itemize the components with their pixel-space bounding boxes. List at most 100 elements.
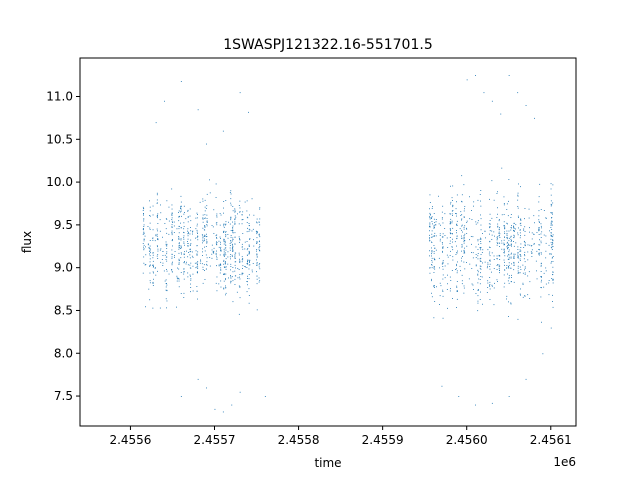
data-point bbox=[482, 262, 483, 264]
data-point bbox=[143, 224, 145, 226]
data-point bbox=[246, 231, 248, 233]
data-point bbox=[469, 239, 470, 241]
data-point bbox=[197, 236, 199, 238]
data-point bbox=[258, 248, 260, 250]
data-point bbox=[187, 243, 189, 244]
data-point bbox=[494, 235, 495, 237]
data-point bbox=[206, 233, 207, 235]
data-point bbox=[156, 194, 158, 196]
data-point bbox=[188, 231, 189, 233]
data-point bbox=[466, 233, 468, 234]
data-point bbox=[503, 248, 505, 250]
data-point bbox=[477, 199, 479, 201]
data-point bbox=[491, 285, 493, 287]
data-point bbox=[456, 270, 458, 272]
data-point bbox=[480, 265, 482, 267]
data-point bbox=[246, 281, 248, 282]
data-point bbox=[199, 201, 201, 203]
data-point bbox=[475, 75, 476, 76]
data-point bbox=[176, 280, 178, 282]
data-point bbox=[517, 252, 519, 254]
data-point bbox=[506, 203, 508, 205]
data-point bbox=[529, 281, 531, 283]
data-point bbox=[442, 295, 444, 297]
data-point bbox=[550, 200, 552, 202]
data-point bbox=[435, 249, 437, 251]
data-point bbox=[429, 222, 431, 224]
data-point bbox=[187, 221, 189, 223]
data-point bbox=[429, 217, 431, 219]
data-point bbox=[496, 236, 498, 238]
data-point bbox=[545, 217, 547, 219]
data-point bbox=[431, 267, 433, 269]
data-point bbox=[225, 258, 227, 260]
data-point bbox=[452, 200, 453, 201]
data-point bbox=[230, 204, 232, 206]
data-point bbox=[504, 255, 506, 257]
data-point bbox=[431, 280, 432, 282]
data-point bbox=[520, 218, 522, 220]
data-point bbox=[442, 247, 444, 249]
data-point bbox=[531, 256, 533, 257]
data-point bbox=[444, 265, 446, 267]
data-point bbox=[479, 247, 481, 249]
data-point bbox=[256, 253, 258, 255]
data-point bbox=[479, 279, 481, 280]
data-point bbox=[463, 285, 465, 287]
data-point bbox=[508, 179, 510, 180]
data-point bbox=[550, 327, 552, 329]
data-point bbox=[248, 295, 250, 296]
data-point bbox=[202, 248, 203, 250]
data-point bbox=[230, 266, 232, 267]
data-point bbox=[234, 211, 236, 213]
data-point bbox=[152, 283, 154, 284]
data-point bbox=[248, 268, 250, 270]
data-point bbox=[225, 223, 227, 225]
data-point bbox=[520, 222, 522, 224]
data-point bbox=[452, 259, 454, 261]
data-point bbox=[463, 210, 465, 212]
data-point bbox=[456, 285, 458, 287]
data-point bbox=[464, 268, 466, 270]
data-point bbox=[522, 264, 524, 266]
data-point bbox=[475, 254, 477, 255]
data-point bbox=[510, 244, 512, 246]
data-point bbox=[515, 242, 517, 244]
data-point bbox=[256, 275, 258, 277]
data-point bbox=[478, 243, 479, 245]
data-point bbox=[239, 286, 241, 288]
data-point bbox=[431, 233, 433, 235]
data-point bbox=[459, 228, 461, 230]
data-point bbox=[456, 290, 458, 292]
data-point bbox=[178, 216, 180, 218]
data-point bbox=[429, 223, 431, 225]
data-point bbox=[456, 224, 457, 226]
data-point bbox=[185, 218, 187, 220]
data-point bbox=[455, 213, 456, 214]
data-point bbox=[449, 232, 451, 234]
data-point bbox=[434, 266, 435, 268]
data-point bbox=[171, 217, 173, 219]
data-point bbox=[510, 243, 512, 245]
data-point bbox=[489, 240, 491, 242]
data-point bbox=[504, 264, 505, 266]
data-point bbox=[232, 301, 234, 303]
data-point bbox=[197, 264, 198, 266]
data-point bbox=[183, 271, 185, 273]
data-point bbox=[152, 271, 154, 273]
data-point bbox=[429, 194, 431, 196]
data-point bbox=[442, 243, 443, 245]
data-point bbox=[180, 245, 182, 247]
data-point bbox=[489, 230, 491, 232]
data-point bbox=[239, 260, 241, 262]
data-point bbox=[444, 228, 446, 229]
data-point bbox=[202, 200, 204, 202]
data-point bbox=[172, 222, 173, 223]
data-point bbox=[215, 252, 217, 254]
data-point bbox=[195, 217, 197, 219]
data-point bbox=[189, 274, 191, 276]
data-point bbox=[433, 224, 435, 226]
data-point bbox=[145, 306, 146, 308]
data-point bbox=[471, 210, 472, 211]
data-point bbox=[508, 267, 510, 269]
